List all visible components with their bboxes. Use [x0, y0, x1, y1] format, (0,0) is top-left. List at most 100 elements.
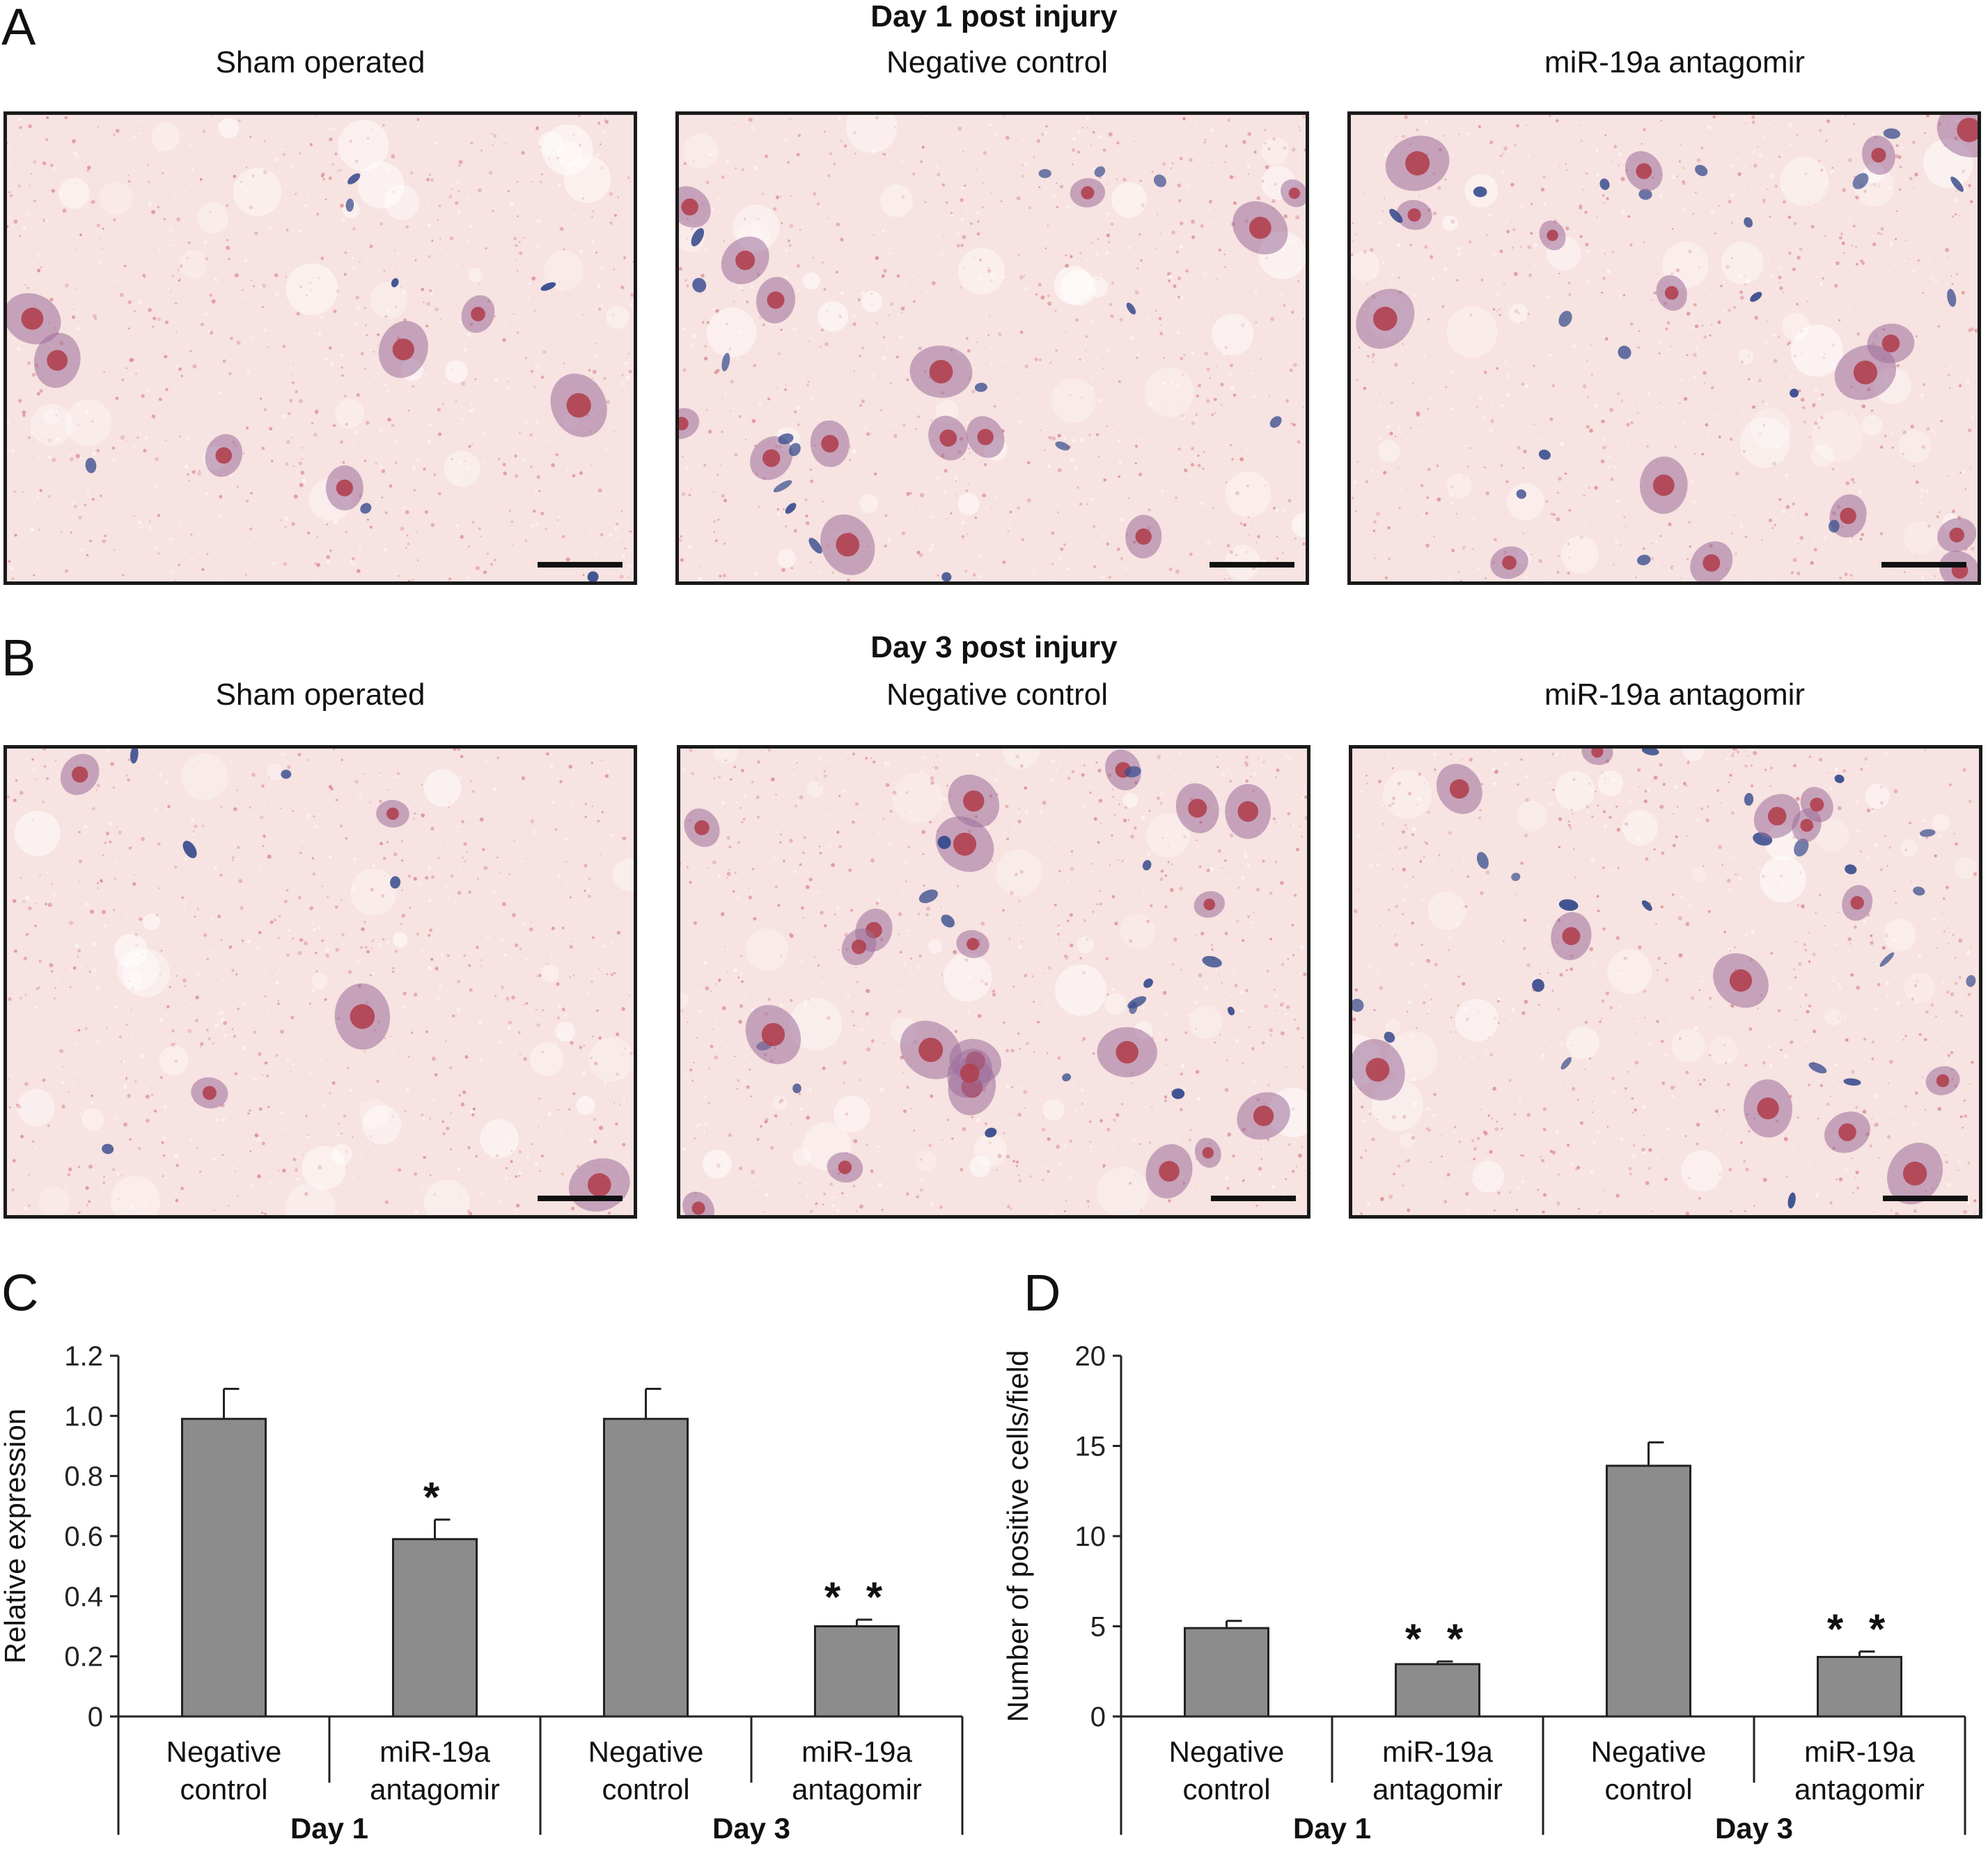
glial-nucleus [937, 836, 951, 850]
bars: Negative control * * miR-19a antagomir Negati… [1169, 1441, 1925, 1806]
tissue-speckle [7, 749, 634, 1215]
bar [814, 1625, 900, 1718]
positive-nucleus [1237, 801, 1258, 822]
positive-nucleus [679, 416, 689, 430]
positive-nucleus [1449, 779, 1469, 799]
positive-nucleus [392, 338, 414, 361]
positive-nucleus [1253, 1105, 1274, 1127]
tissue-speckle [7, 115, 634, 581]
positive-nucleus [1135, 528, 1152, 545]
positive-nucleus [1729, 969, 1753, 992]
stained-cells [1356, 115, 1978, 581]
positive-nucleus [1757, 1097, 1779, 1120]
panel-b-label-antagomir: miR-19a antagomir [1544, 678, 1806, 712]
y-tick-label: 15 [1075, 1432, 1106, 1462]
glial-nucleus [1171, 1088, 1185, 1100]
glial-nucleus [692, 278, 707, 292]
positive-nucleus [1902, 1161, 1927, 1186]
micrograph-a-sham [3, 111, 637, 585]
glial-nucleus [1618, 345, 1631, 359]
positive-nucleus [471, 306, 485, 322]
glial-nucleus [1476, 852, 1489, 869]
y-axis-label: Relative expression [0, 1409, 31, 1664]
glial-nucleus [345, 198, 354, 212]
positive-nucleus [1203, 898, 1216, 911]
micrograph-a-negative-control [675, 111, 1309, 585]
panel-b-label-negative-control: Negative control [886, 678, 1108, 712]
glial-nucleus [1829, 519, 1840, 533]
panel-b-label-sham: Sham operated [215, 678, 425, 712]
positive-nucleus [762, 449, 781, 467]
positive-nucleus [960, 1063, 980, 1083]
glial-nucleus [1062, 1073, 1072, 1081]
bar [1395, 1663, 1480, 1718]
micrograph-svg [7, 749, 634, 1215]
glial-nucleus [1228, 1006, 1235, 1016]
positive-nucleus [694, 820, 710, 836]
bar [392, 1538, 478, 1718]
positive-nucleus [350, 1004, 375, 1029]
glial-nucleus [102, 1143, 114, 1155]
positive-nucleus [929, 359, 953, 384]
chart-c: 0 0.2 0.4 0.6 0.8 1.0 1.2 Relative expression Ne… [0, 1267, 989, 1859]
glial-nucleus [360, 503, 372, 514]
category-label: Negative [588, 1735, 704, 1768]
stained-cells [7, 173, 607, 581]
positive-nucleus [1547, 229, 1558, 242]
tissue-background [7, 115, 634, 581]
glial-nucleus [1473, 186, 1487, 198]
positive-nucleus [1373, 306, 1398, 331]
glial-nucleus [1558, 899, 1579, 911]
micrograph-svg [7, 115, 634, 581]
glial-nucleus [1834, 774, 1845, 783]
positive-nucleus [215, 447, 233, 464]
category-label: antagomir [792, 1773, 922, 1806]
positive-nucleus [963, 790, 985, 812]
panel-letter-b: B [1, 629, 36, 687]
positive-nucleus [977, 428, 994, 446]
glial-nucleus [130, 749, 139, 764]
glial-nucleus [1516, 489, 1526, 499]
glial-nucleus [182, 840, 197, 859]
glial-nucleus [587, 571, 599, 581]
y-tick-label: 20 [1075, 1341, 1106, 1372]
positive-nucleus [21, 307, 44, 330]
category-label: antagomir [1794, 1773, 1925, 1806]
glial-nucleus [773, 480, 792, 492]
category-label: miR-19a [1382, 1735, 1493, 1768]
significance-marker: * * [1405, 1615, 1470, 1662]
positive-nucleus [918, 1038, 944, 1063]
positive-nucleus [953, 832, 977, 856]
glial-nucleus [1558, 311, 1572, 327]
tissue-background [1352, 749, 1979, 1215]
positive-nucleus [1703, 554, 1721, 572]
micrograph-svg [679, 115, 1306, 581]
glial-nucleus [1637, 554, 1651, 565]
glial-nucleus [1641, 749, 1659, 756]
positive-nucleus [1591, 749, 1604, 758]
glial-nucleus [1966, 975, 1976, 987]
category-label: Negative [166, 1735, 282, 1768]
bar [181, 1418, 267, 1718]
positive-nucleus [1407, 208, 1421, 222]
micrograph-b-sham [3, 745, 637, 1219]
category-label: Negative [1591, 1735, 1707, 1768]
panel-a-label-antagomir: miR-19a antagomir [1544, 45, 1806, 79]
positive-nucleus [1957, 118, 1978, 143]
positive-nucleus [1652, 474, 1675, 496]
bar [1606, 1464, 1691, 1718]
positive-nucleus [1405, 151, 1430, 175]
glial-nucleus [1913, 886, 1925, 896]
group-label: Day 1 [1293, 1812, 1371, 1845]
glial-nucleus [1269, 416, 1282, 428]
chart-d-svg: 0 5 10 15 20 Number of positive cells/field Ne… [1003, 1341, 1966, 1845]
glial-nucleus [1794, 838, 1809, 856]
scale-bar [538, 1196, 623, 1201]
glial-nucleus [1094, 166, 1106, 178]
glial-nucleus [540, 282, 556, 291]
micrograph-svg [680, 749, 1307, 1215]
glial-nucleus [1532, 978, 1544, 992]
glial-nucleus [1038, 169, 1051, 178]
positive-nucleus [1562, 927, 1581, 946]
glial-nucleus [1883, 128, 1901, 139]
